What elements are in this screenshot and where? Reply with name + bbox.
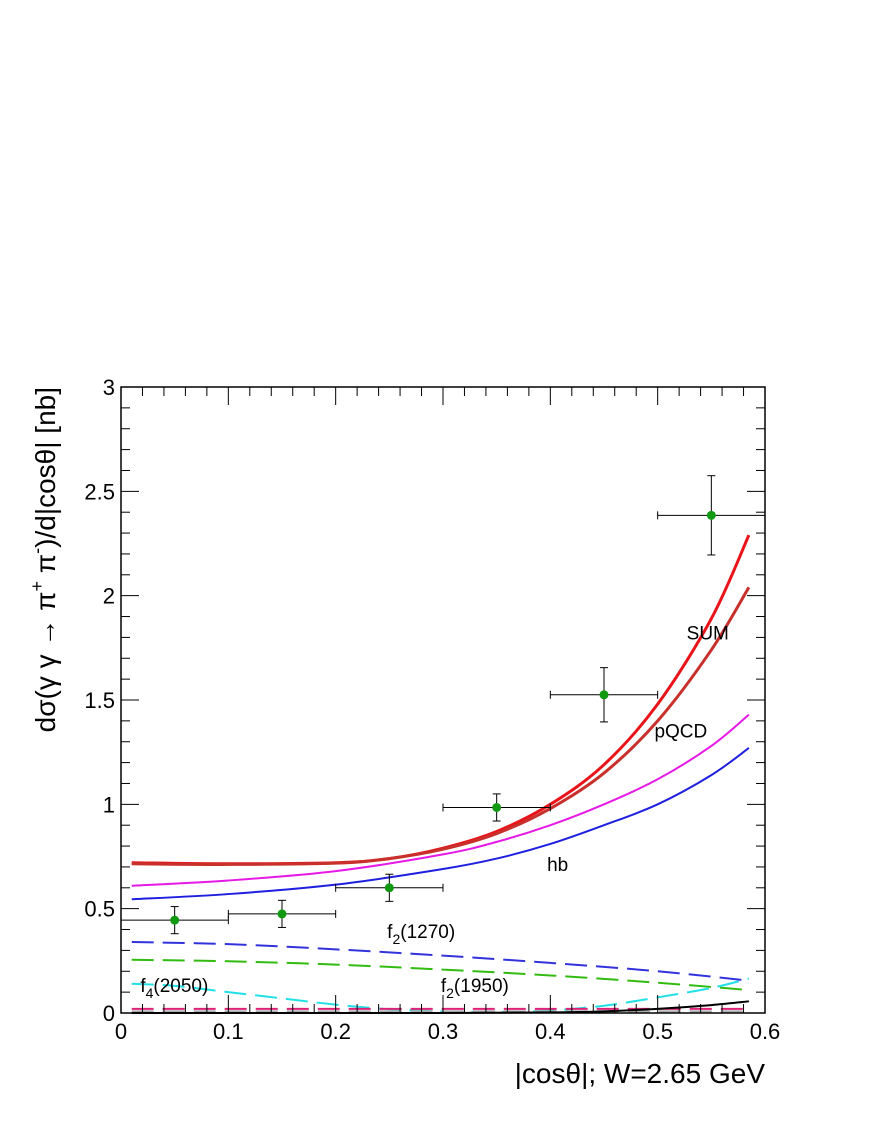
- y-tick-label: 3: [103, 375, 115, 400]
- y-axis-title-mid: π: [30, 554, 61, 581]
- series-line-9: [131, 1000, 750, 1015]
- annotation-label: pQCD: [654, 722, 707, 743]
- annotations: SUM pQCD hb f2(1270) f4(2050) f2(1950): [140, 623, 729, 1001]
- y-tick-label: 0: [103, 1001, 115, 1026]
- y-tick-label: 2.5: [84, 479, 115, 504]
- annotation-label: hb: [547, 855, 568, 876]
- axis-ticks: [120, 386, 766, 1014]
- x-axis-title: |cosθ|; W=2.65 GeV: [515, 1058, 766, 1089]
- data-marker: [706, 510, 716, 520]
- tick-labels: 0 0.1 0.2 0.3 0.4 0.5 0.6 0 0.5 1 1.5 2 2.5 3: [84, 375, 780, 1044]
- x-tick-label: 0.1: [213, 1019, 244, 1044]
- curves-layer: [131, 534, 751, 1015]
- data-point: [227, 899, 337, 928]
- data-point: [549, 667, 659, 723]
- y-tick-label: 0.5: [84, 897, 115, 922]
- series-line-5: [131, 958, 749, 992]
- series-line-0: [131, 534, 751, 866]
- x-tick-label: 0.5: [642, 1019, 673, 1044]
- data-point: [120, 906, 229, 935]
- series-line-4: [131, 941, 750, 982]
- x-tick-label: 0.4: [535, 1019, 566, 1044]
- annotation-label: SUM: [687, 623, 729, 644]
- data-points-layer: [120, 475, 766, 935]
- y-axis-title: dσ(γ γ → π+ π-)/d|cosθ| [nb]: [27, 387, 61, 732]
- data-marker: [492, 802, 502, 812]
- x-tick-label: 0: [115, 1019, 127, 1044]
- data-point: [442, 793, 551, 822]
- series-line-2: [131, 713, 750, 887]
- y-axis-title-pre: dσ(γ γ → π: [30, 591, 61, 732]
- annotation-label: f2(1950): [441, 976, 509, 1001]
- x-tick-label: 0.2: [320, 1019, 351, 1044]
- series-line-3: [131, 747, 750, 901]
- x-tick-label: 0.6: [750, 1019, 781, 1044]
- y-axis-title-sup2: -: [27, 548, 47, 554]
- y-tick-label: 1.5: [84, 688, 115, 713]
- y-tick-label: 1: [103, 792, 115, 817]
- data-marker: [599, 690, 609, 700]
- plot-frame: [120, 386, 766, 1014]
- data-marker: [384, 883, 394, 893]
- data-point: [335, 873, 444, 902]
- y-tick-label: 2: [103, 584, 115, 609]
- data-point: [657, 475, 766, 556]
- y-axis-title-sup1: +: [27, 581, 47, 592]
- data-marker: [170, 915, 180, 925]
- series-line-1: [131, 586, 751, 866]
- y-axis-title-post: )/d|cosθ| [nb]: [30, 387, 61, 548]
- x-tick-label: 0.3: [428, 1019, 459, 1044]
- data-marker: [277, 909, 287, 919]
- annotation-label: f4(2050): [140, 976, 208, 1001]
- annotation-label: f2(1270): [387, 922, 455, 947]
